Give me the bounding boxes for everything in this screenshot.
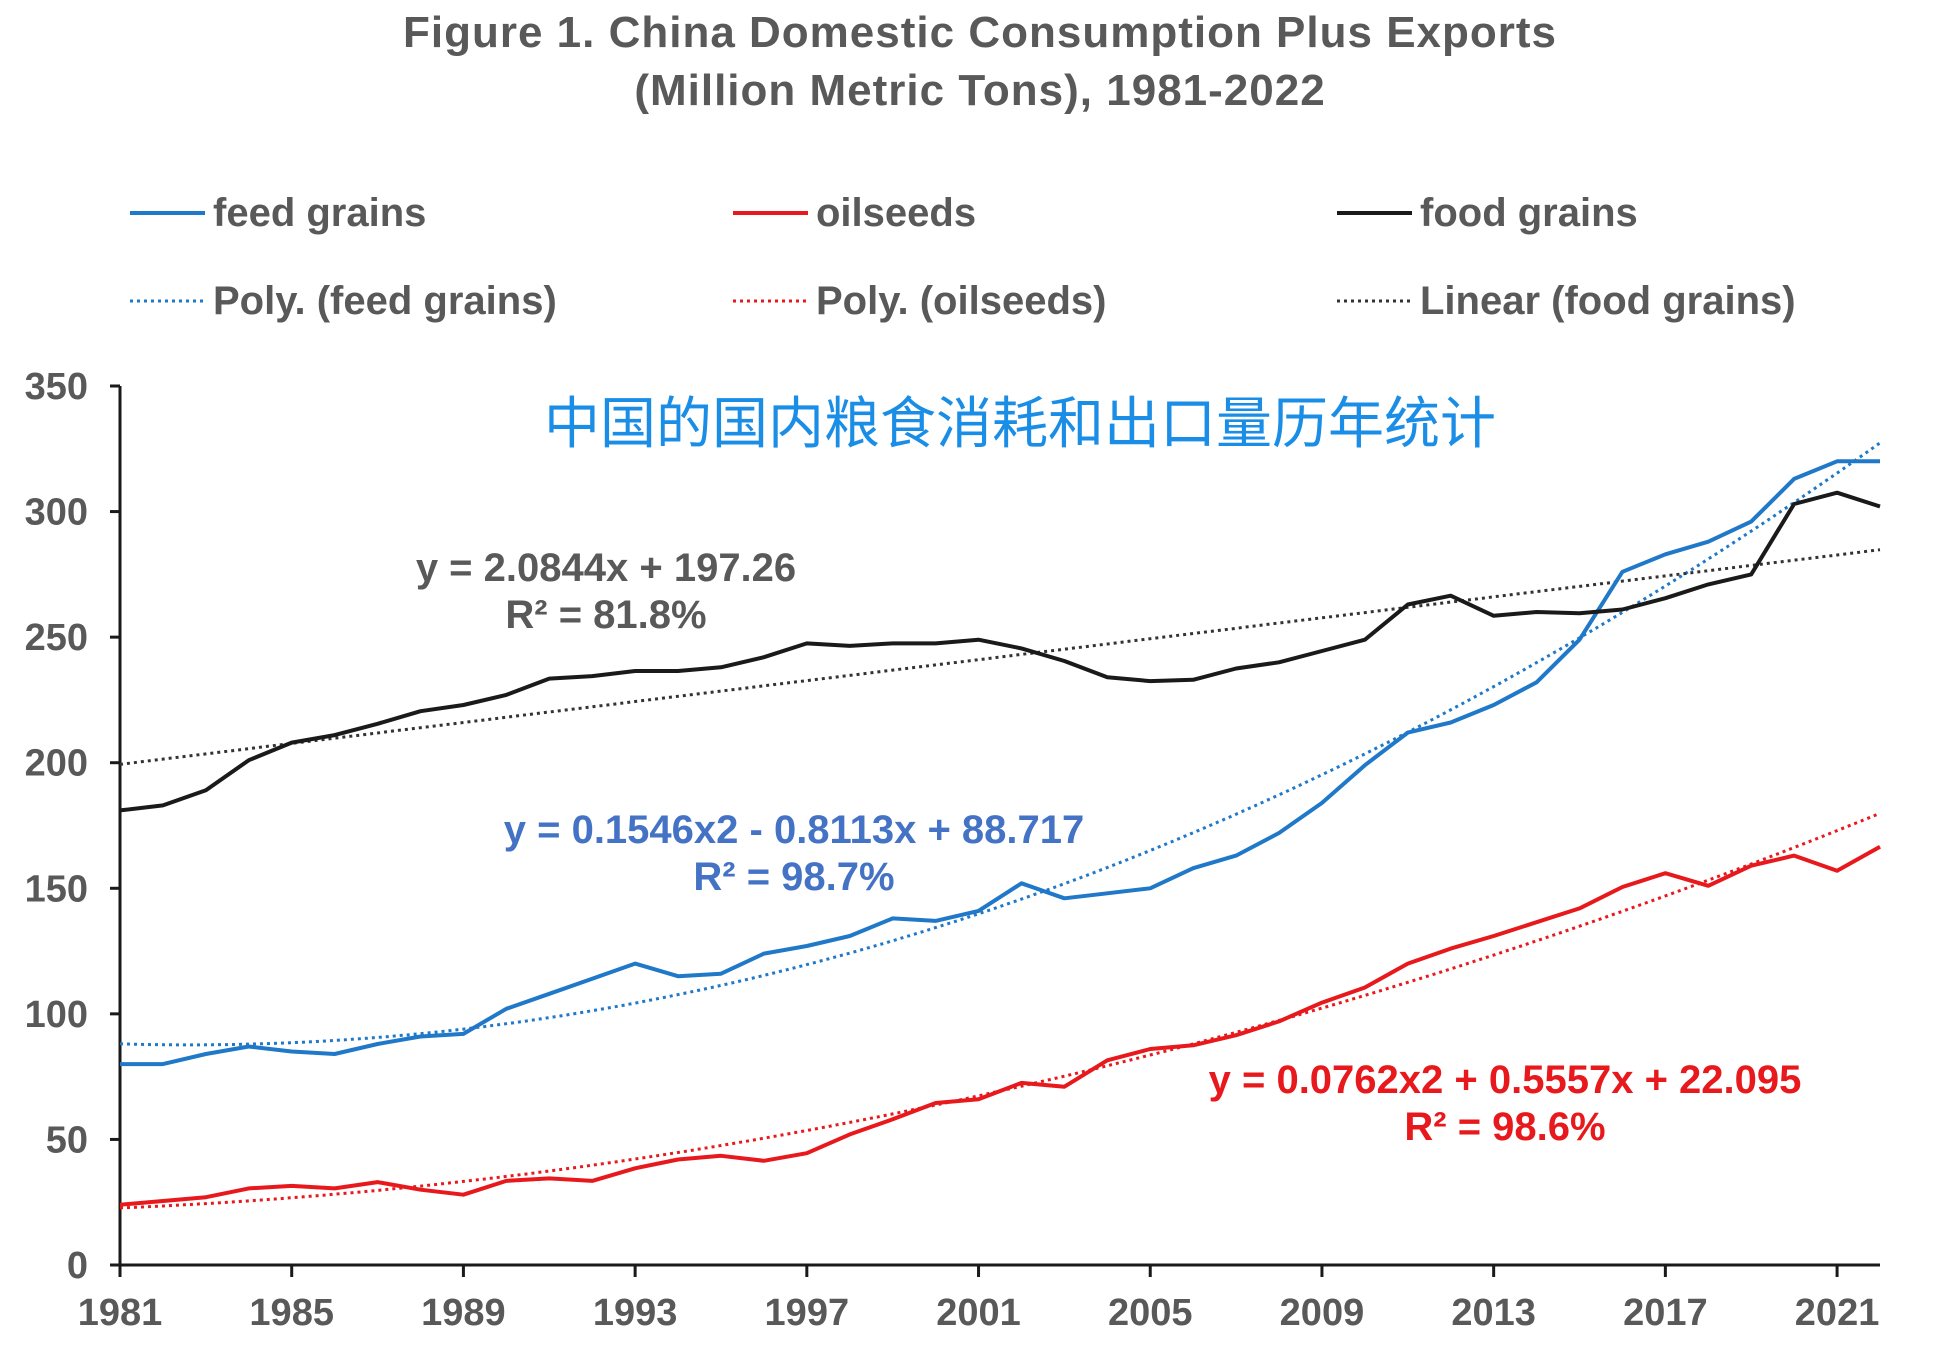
x-tick-label-2017: 2017 xyxy=(1623,1292,1708,1334)
x-tick-label-2001: 2001 xyxy=(936,1292,1021,1334)
legend-entry-oilseeds: oilseeds xyxy=(733,191,976,235)
equation-oilseeds-r2: R² = 98.6% xyxy=(1404,1105,1605,1149)
legend-entry-feed-grains: feed grains xyxy=(130,191,426,235)
chart-title: Figure 1. China Domestic Consumption Plu… xyxy=(403,8,1557,57)
equation-food-grains: y = 2.0844x + 197.26 R² = 81.8% xyxy=(416,546,796,637)
trendline-poly-oilseeds xyxy=(119,811,1881,1210)
legend-label-feed-grains: feed grains xyxy=(213,191,426,235)
x-tick-label-1993: 1993 xyxy=(593,1292,678,1334)
legend-label-poly-oilseeds: Poly. (oilseeds) xyxy=(816,279,1106,323)
x-tick-label-1985: 1985 xyxy=(249,1292,334,1334)
y-tick-label-50: 50 xyxy=(46,1119,88,1161)
data-series xyxy=(119,459,1881,1207)
equation-feed-grains: y = 0.1546x2 - 0.8113x + 88.717 R² = 98.… xyxy=(504,808,1085,899)
legend-label-oilseeds: oilseeds xyxy=(816,191,976,235)
series-line-feed-grains xyxy=(120,459,1880,1067)
equation-feed-grains-formula: y = 0.1546x2 - 0.8113x + 88.717 xyxy=(504,808,1085,852)
x-tick-label-2021: 2021 xyxy=(1795,1292,1880,1334)
series-line-food-grains xyxy=(119,490,1881,813)
trendline-linear-food-grains xyxy=(119,548,1881,766)
chinese-annotation: 中国的国内粮食消耗和出口量历年统计 xyxy=(544,392,1496,457)
y-axis-ticks: 0 50 100 150 200 250 300 350 xyxy=(25,366,120,1287)
legend-entry-food-grains: food grains xyxy=(1337,191,1638,235)
y-tick-label-350: 350 xyxy=(25,366,88,408)
x-tick-label-1989: 1989 xyxy=(421,1292,506,1334)
trendline-poly-feed-grains xyxy=(119,441,1881,1047)
x-tick-label-1997: 1997 xyxy=(765,1292,850,1334)
legend-label-poly-feed-grains: Poly. (feed grains) xyxy=(213,279,557,323)
legend-label-food-grains: food grains xyxy=(1420,191,1638,235)
x-tick-label-2009: 2009 xyxy=(1280,1292,1365,1334)
equation-food-grains-r2: R² = 81.8% xyxy=(505,593,706,637)
legend: feed grains oilseeds food grains Poly. (… xyxy=(130,191,1796,323)
y-tick-label-300: 300 xyxy=(25,492,88,534)
y-tick-label-200: 200 xyxy=(25,743,88,785)
equation-oilseeds: y = 0.0762x2 + 0.5557x + 22.095 R² = 98.… xyxy=(1209,1058,1802,1149)
equation-oilseeds-formula: y = 0.0762x2 + 0.5557x + 22.095 xyxy=(1209,1058,1802,1102)
x-tick-label-2013: 2013 xyxy=(1451,1292,1536,1334)
chart-subtitle: (Million Metric Tons), 1981-2022 xyxy=(634,66,1325,115)
x-axis-ticks: 1981 1985 1989 1993 1997 2001 2005 2009 2013 2017… xyxy=(78,1265,1880,1334)
legend-label-linear-food-grains: Linear (food grains) xyxy=(1420,279,1796,323)
legend-entry-poly-oilseeds: Poly. (oilseeds) xyxy=(733,279,1106,323)
y-tick-label-150: 150 xyxy=(25,868,88,910)
equation-feed-grains-r2: R² = 98.7% xyxy=(693,855,894,899)
y-tick-label-250: 250 xyxy=(25,617,88,659)
legend-entry-poly-feed-grains: Poly. (feed grains) xyxy=(130,279,557,323)
legend-entry-linear-food-grains: Linear (food grains) xyxy=(1337,279,1796,323)
x-tick-label-1981: 1981 xyxy=(78,1292,163,1334)
x-tick-label-2005: 2005 xyxy=(1108,1292,1193,1334)
equation-food-grains-formula: y = 2.0844x + 197.26 xyxy=(416,546,796,590)
y-tick-label-100: 100 xyxy=(25,994,88,1036)
y-tick-label-0: 0 xyxy=(67,1245,88,1287)
series-line-oilseeds xyxy=(119,845,1881,1207)
